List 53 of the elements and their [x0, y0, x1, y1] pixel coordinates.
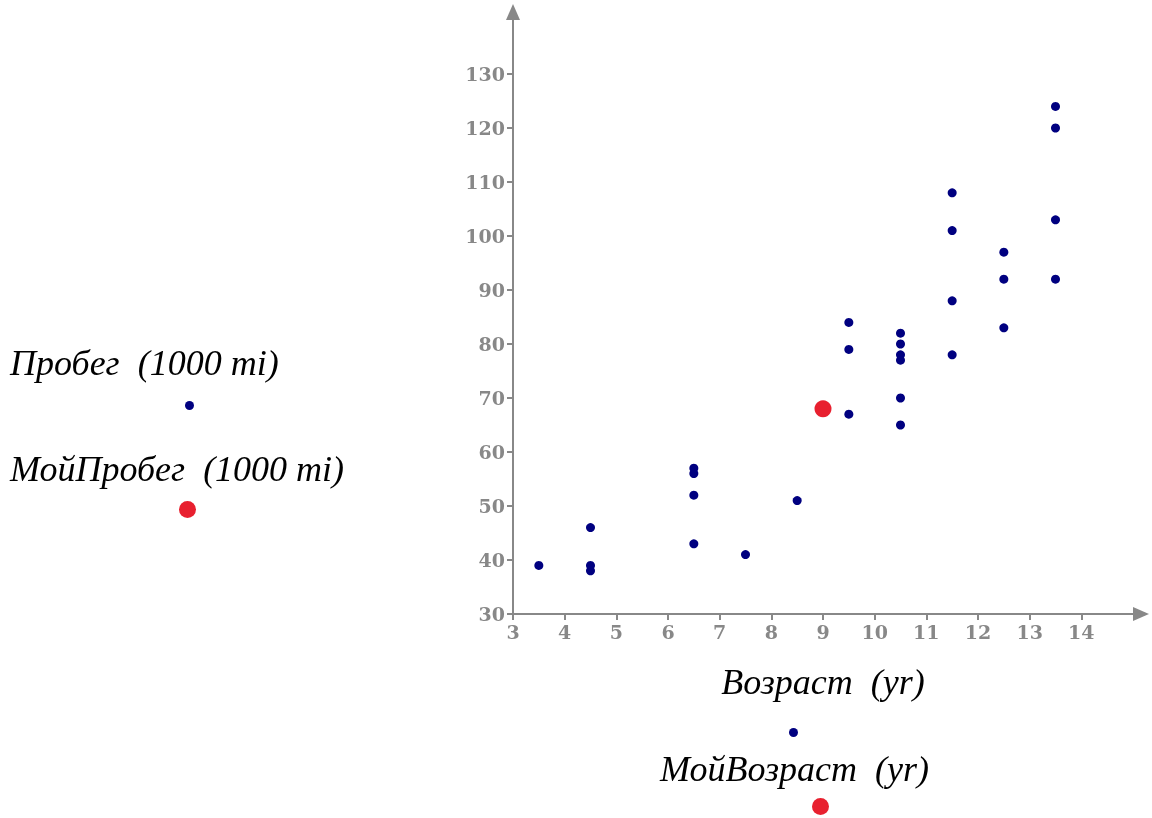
x-tick-label: 8 [764, 620, 778, 643]
y-tick-label: 130 [465, 63, 505, 85]
x-tick-label: 4 [558, 620, 572, 643]
x-tick-label: 9 [816, 620, 830, 643]
x-axis-title: Возраст (yr) [721, 662, 925, 702]
point [896, 328, 905, 338]
x-tick-label: 14 [1068, 620, 1095, 643]
point [1051, 215, 1060, 225]
point [534, 560, 544, 570]
point [844, 409, 854, 419]
point [896, 393, 905, 403]
point [999, 323, 1009, 333]
y-tick-label: 50 [478, 495, 505, 517]
point [1051, 101, 1060, 111]
point [999, 274, 1009, 284]
y-tick-label: 110 [465, 171, 505, 193]
point [999, 247, 1009, 257]
y-tick-label: 70 [478, 387, 505, 409]
y-tick-label: 30 [478, 603, 505, 625]
text: МойВозраст (yr) [660, 748, 929, 790]
point [792, 496, 802, 506]
point [844, 344, 854, 354]
point [947, 226, 957, 236]
y-tick-label: 120 [465, 117, 505, 139]
point [814, 400, 832, 418]
point [689, 469, 699, 479]
x-tick-label: 12 [964, 620, 992, 643]
x-tick-label: 3 [506, 620, 520, 643]
point [1051, 274, 1060, 284]
point [844, 317, 854, 327]
y-tick-label: 80 [478, 333, 505, 355]
y-tick-label: 90 [478, 279, 505, 301]
y-tick-label: 60 [478, 441, 505, 463]
point [741, 550, 750, 560]
point [947, 296, 957, 306]
point [896, 339, 905, 349]
x-tick-label: 5 [609, 620, 623, 643]
x-tick-label: 6 [661, 620, 675, 643]
point [586, 523, 595, 533]
point [947, 350, 957, 360]
x-tick-label: 7 [713, 620, 727, 643]
point [1051, 123, 1060, 133]
x-tick-label: 13 [1016, 620, 1043, 643]
point [689, 539, 699, 549]
point [947, 188, 957, 198]
point [896, 420, 905, 430]
x-tick-label: 11 [913, 620, 940, 643]
x-tick-label: 10 [861, 620, 888, 643]
text: МойПробег (1000 mi) [10, 448, 345, 490]
y-tick-label: 100 [465, 225, 505, 247]
point [689, 490, 699, 500]
y-tick-label: 40 [478, 549, 505, 571]
text: Пробег (1000 mi) [10, 342, 279, 384]
